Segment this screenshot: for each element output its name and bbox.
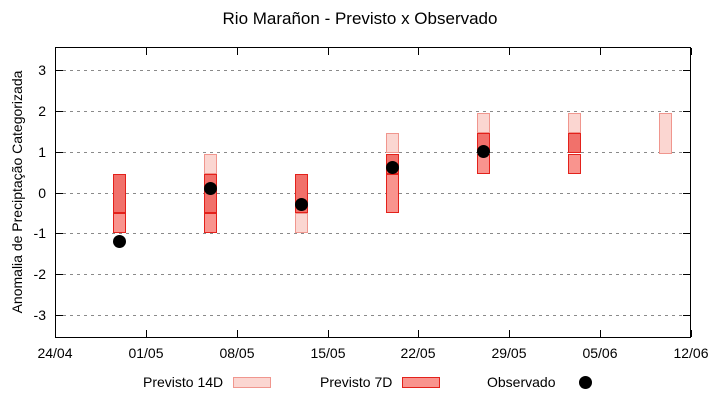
y-tickmark-left-2 <box>56 111 63 112</box>
y-tick-label-0: 0 <box>38 185 46 201</box>
x-tickmark-top-24/04 <box>55 48 56 55</box>
forecast-bar-segment-29/04-overlap <box>113 174 126 213</box>
x-tickmark-bottom-15/05 <box>328 330 329 337</box>
gridline-y--3 <box>56 315 690 316</box>
gridline-y-0 <box>56 193 690 194</box>
y-tickmark-right-3 <box>683 70 690 71</box>
forecast-bar-segment-06/05-p7 <box>204 213 217 233</box>
y-tickmark-left-0 <box>56 193 63 194</box>
observado-dot-13/05 <box>295 198 308 211</box>
legend-observado-dot-icon <box>579 375 593 389</box>
legend-item-observado: Observado <box>487 374 593 390</box>
legend-label-observado: Observado <box>487 374 556 390</box>
legend-label-previsto-7d: Previsto 7D <box>320 374 393 390</box>
y-tick-label--1: -1 <box>33 225 46 241</box>
legend-label-previsto-14d: Previsto 14D <box>143 374 224 390</box>
y-tick-label--3: -3 <box>33 307 46 323</box>
x-tickmark-bottom-05/06 <box>600 330 601 337</box>
x-tick-label-29/05: 29/05 <box>491 345 527 361</box>
forecast-bar-segment-29/04-p7 <box>113 213 126 233</box>
forecast-bar-segment-03/06-p14 <box>568 113 581 133</box>
x-tick-label-05/06: 05/06 <box>582 345 618 361</box>
y-tickmark-left-1 <box>56 152 63 153</box>
x-tick-label-15/05: 15/05 <box>310 345 346 361</box>
gridline-y-2 <box>56 111 690 112</box>
x-tickmark-top-05/06 <box>600 48 601 55</box>
x-tickmark-top-12/06 <box>691 48 692 55</box>
forecast-bar-segment-03/06-overlap <box>568 133 581 153</box>
y-tickmark-left--2 <box>56 274 63 275</box>
y-tickmark-right-0 <box>683 193 690 194</box>
gridline-y-3 <box>56 70 690 71</box>
y-tickmark-right--2 <box>683 274 690 275</box>
y-tickmark-left--3 <box>56 315 63 316</box>
forecast-bar-segment-20/05-p14 <box>386 133 399 153</box>
y-tickmark-left-3 <box>56 70 63 71</box>
x-tickmark-bottom-29/05 <box>509 330 510 337</box>
y-tickmark-left--1 <box>56 233 63 234</box>
x-tickmark-bottom-08/05 <box>237 330 238 337</box>
x-tick-label-01/05: 01/05 <box>128 345 164 361</box>
x-tickmark-top-01/05 <box>146 48 147 55</box>
legend-swatch-previsto-14d <box>233 376 272 388</box>
forecast-bar-segment-03/06-p7 <box>568 154 581 174</box>
gridline-y--1 <box>56 233 690 234</box>
x-tickmark-bottom-22/05 <box>418 330 419 337</box>
y-tickmark-right--1 <box>683 233 690 234</box>
legend: Previsto 14D Previsto 7D Observado <box>0 374 720 396</box>
x-tickmark-bottom-01/05 <box>146 330 147 337</box>
forecast-bar-segment-27/05-p14 <box>477 113 490 133</box>
legend-item-previsto-7d: Previsto 7D <box>320 374 441 390</box>
x-tick-label-08/05: 08/05 <box>219 345 255 361</box>
x-tick-label-22/05: 22/05 <box>400 345 436 361</box>
y-tick-label-2: 2 <box>38 103 46 119</box>
y-tick-label-3: 3 <box>38 62 46 78</box>
y-tickmark-right-2 <box>683 111 690 112</box>
y-tick-label-1: 1 <box>38 144 46 160</box>
x-tickmark-top-08/05 <box>237 48 238 55</box>
observado-dot-20/05 <box>386 161 399 174</box>
plot-border <box>55 47 691 338</box>
forecast-bar-segment-13/05-p14 <box>295 213 308 233</box>
observado-dot-27/05 <box>477 145 490 158</box>
legend-swatch-previsto-7d <box>402 376 441 388</box>
chart-title: Rio Marañon - Previsto x Observado <box>222 9 498 28</box>
x-tick-label-24/04: 24/04 <box>37 345 73 361</box>
gridline-y-1 <box>56 152 690 153</box>
x-tickmark-top-22/05 <box>418 48 419 55</box>
legend-item-previsto-14d: Previsto 14D <box>143 374 272 390</box>
y-tickmark-right-1 <box>683 152 690 153</box>
forecast-bar-segment-06/05-p14 <box>204 154 217 174</box>
observado-dot-29/04 <box>113 235 126 248</box>
x-tickmark-top-15/05 <box>328 48 329 55</box>
x-tick-label-12/06: 12/06 <box>673 345 709 361</box>
x-tickmark-top-29/05 <box>509 48 510 55</box>
observado-dot-06/05 <box>204 182 217 195</box>
x-tickmark-bottom-12/06 <box>691 330 692 337</box>
y-tick-label--2: -2 <box>33 266 46 282</box>
gridline-y--2 <box>56 274 690 275</box>
forecast-bar-segment-20/05-p7 <box>386 174 399 213</box>
forecast-bar-segment-10/06-p14 <box>659 113 672 154</box>
y-tickmark-right--3 <box>683 315 690 316</box>
x-tickmark-bottom-24/04 <box>55 330 56 337</box>
